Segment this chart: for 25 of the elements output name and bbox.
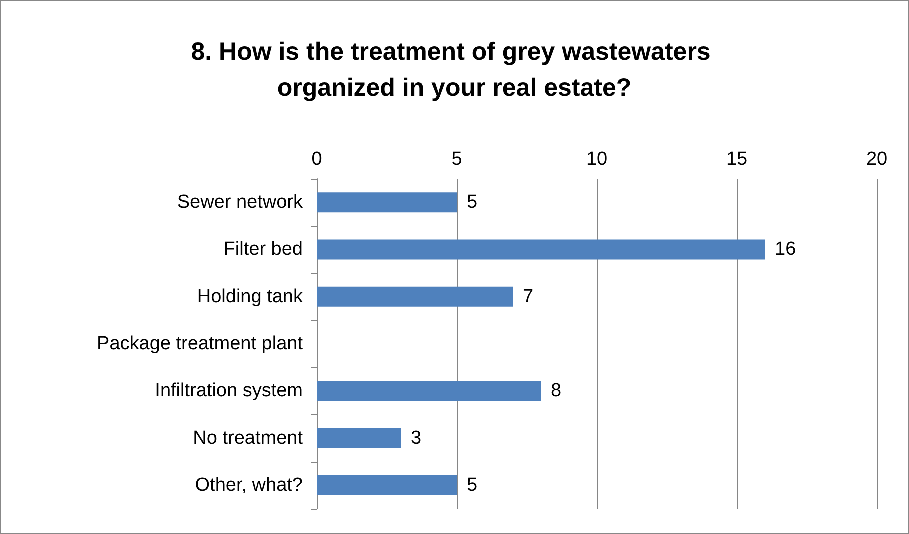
y-tick-label: No treatment (193, 428, 304, 449)
data-label: 16 (775, 239, 796, 260)
y-tick-label: Infiltration system (155, 380, 303, 402)
y-tick-label: Holding tank (197, 286, 304, 308)
bar (317, 381, 541, 402)
data-label: 8 (551, 380, 562, 402)
x-tick-label: 15 (726, 149, 748, 170)
data-label: 7 (523, 286, 534, 308)
bar (317, 475, 457, 496)
bar (317, 428, 401, 448)
y-tick-label: Sewer network (177, 192, 304, 214)
data-label: 3 (411, 428, 422, 449)
data-label: 5 (467, 192, 478, 214)
chart-title: 8. How is the treatment of grey wastewaters organized in your real estate? (191, 38, 718, 102)
y-tick-label: Package treatment plant (97, 334, 304, 354)
bar (317, 192, 457, 213)
y-tick-label: Other, what? (195, 474, 303, 496)
x-tick-label: 10 (586, 149, 608, 170)
bar (317, 286, 513, 307)
data-label: 5 (467, 474, 478, 496)
bar (317, 240, 765, 260)
x-tick-label: 20 (866, 149, 888, 170)
y-tick-label: Filter bed (224, 239, 303, 260)
x-tick-label: 5 (452, 149, 462, 170)
x-tick-label: 0 (312, 149, 322, 170)
